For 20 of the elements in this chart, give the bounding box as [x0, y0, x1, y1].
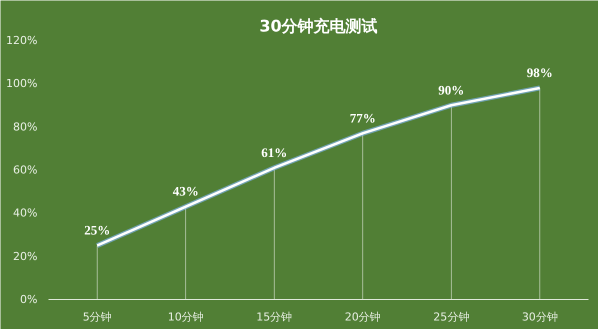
x-tick-label: 30分钟 — [522, 310, 558, 324]
y-tick-label: 60% — [13, 164, 38, 176]
text: 77% — [350, 110, 376, 126]
y-tick-label: 0% — [20, 293, 38, 306]
text: 61% — [261, 144, 288, 160]
x-tick-label: 20分钟 — [344, 310, 381, 324]
x-tick-label: 25分钟 — [433, 310, 470, 324]
text: 90% — [438, 82, 464, 98]
x-tick-label: 10分钟 — [168, 310, 204, 324]
text: 43% — [172, 184, 199, 199]
y-tick-label: 20% — [13, 250, 38, 263]
chart-title: 30分钟充电测试 — [259, 16, 378, 36]
y-tick-label: 100% — [6, 77, 38, 90]
y-tick-label: 80% — [13, 120, 38, 134]
x-tick-label: 5分钟 — [82, 310, 112, 324]
y-tick-label: 120% — [6, 34, 38, 47]
text: 25% — [84, 222, 110, 238]
text: 98% — [526, 64, 553, 80]
x-tick-label: 15分钟 — [256, 310, 292, 324]
y-tick-label: 40% — [13, 206, 38, 220]
